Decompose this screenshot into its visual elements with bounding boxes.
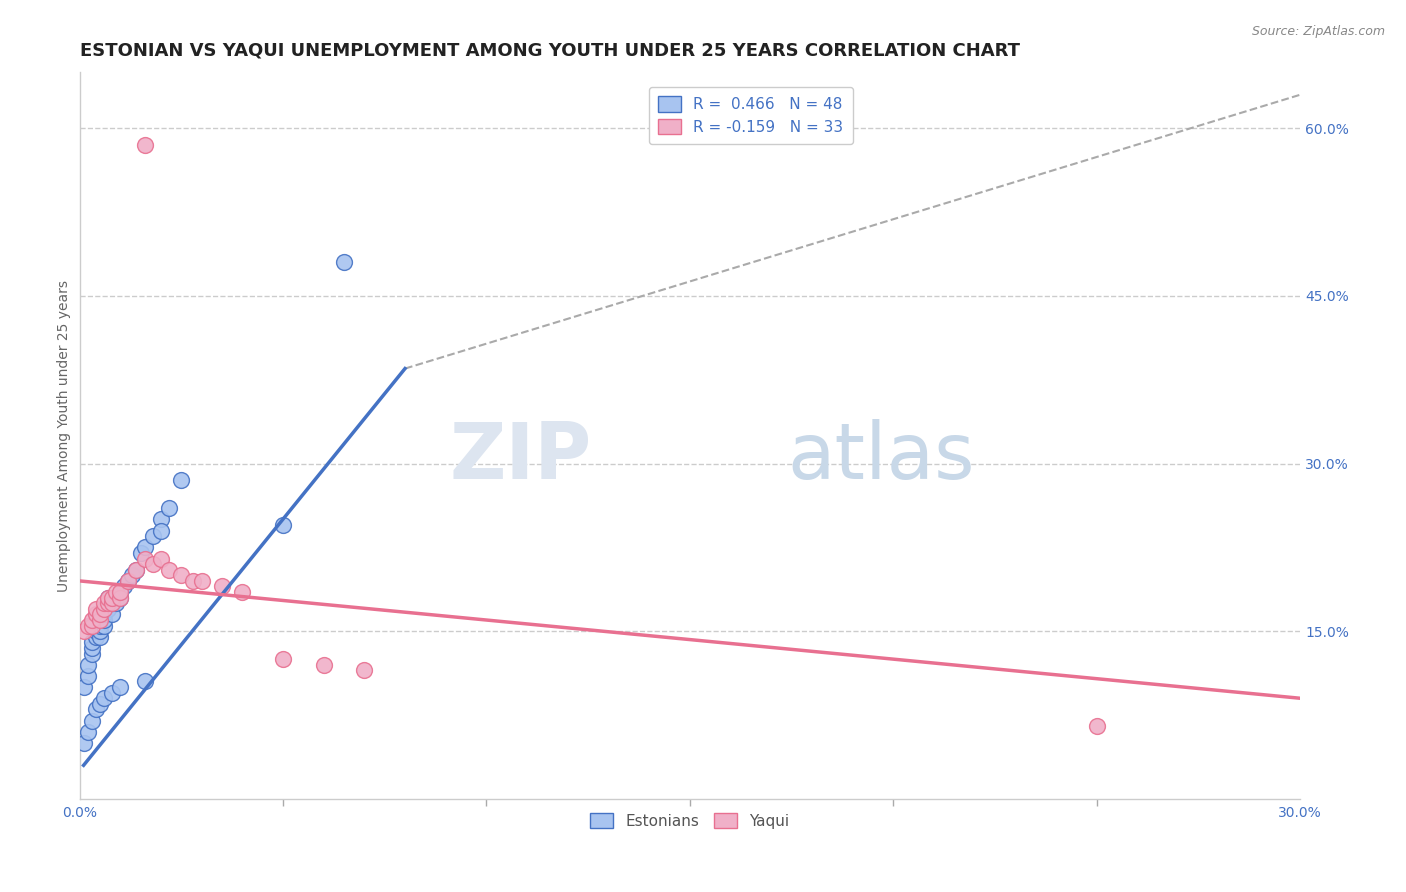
Point [72, 624, 94, 639]
Point [84, 624, 107, 639]
Point [93, 691, 115, 706]
Point [76, 724, 98, 739]
Point [93, 602, 115, 616]
Point [129, 546, 152, 560]
Point [93, 607, 115, 622]
Point [84, 607, 107, 622]
Point [312, 657, 335, 672]
Legend: Estonians, Yaqui: Estonians, Yaqui [583, 806, 796, 835]
Point [149, 524, 172, 538]
Point [97, 596, 120, 610]
Point [108, 585, 131, 599]
Point [108, 591, 131, 605]
Text: ESTONIAN VS YAQUI UNEMPLOYMENT AMONG YOUTH UNDER 25 YEARS CORRELATION CHART: ESTONIAN VS YAQUI UNEMPLOYMENT AMONG YOU… [80, 42, 1019, 60]
Point [84, 630, 107, 644]
Point [89, 613, 111, 627]
Point [84, 613, 107, 627]
Point [76, 669, 98, 683]
Point [89, 618, 111, 632]
Point [97, 602, 120, 616]
Point [117, 574, 139, 588]
Point [76, 657, 98, 672]
Point [108, 591, 131, 605]
Point [105, 596, 128, 610]
Point [93, 596, 115, 610]
Point [80, 635, 103, 649]
Point [134, 674, 156, 689]
Point [353, 663, 375, 677]
Text: Source: ZipAtlas.com: Source: ZipAtlas.com [1251, 25, 1385, 38]
Point [108, 680, 131, 694]
Point [271, 652, 294, 666]
Point [134, 541, 156, 555]
Point [170, 568, 193, 582]
Point [97, 596, 120, 610]
Point [190, 574, 212, 588]
Point [125, 563, 148, 577]
Point [149, 512, 172, 526]
Point [101, 686, 124, 700]
Text: ZIP: ZIP [450, 419, 592, 495]
Point [89, 624, 111, 639]
Point [93, 613, 115, 627]
Point [101, 591, 124, 605]
Point [80, 613, 103, 627]
Point [93, 618, 115, 632]
Point [84, 602, 107, 616]
Point [183, 574, 205, 588]
Point [112, 580, 135, 594]
Point [105, 585, 128, 599]
Point [80, 647, 103, 661]
Point [89, 613, 111, 627]
Point [80, 714, 103, 728]
Point [80, 618, 103, 632]
Point [105, 591, 128, 605]
Point [149, 551, 172, 566]
Point [97, 591, 120, 605]
Point [72, 680, 94, 694]
Point [101, 596, 124, 610]
Point [101, 607, 124, 622]
Point [84, 618, 107, 632]
Point [76, 618, 98, 632]
Point [134, 551, 156, 566]
Point [101, 596, 124, 610]
Point [97, 591, 120, 605]
Point [1085, 719, 1108, 733]
Point [157, 563, 180, 577]
Point [80, 640, 103, 655]
Point [89, 630, 111, 644]
Point [142, 529, 165, 543]
Point [117, 574, 139, 588]
Point [89, 697, 111, 711]
Point [108, 585, 131, 599]
Point [72, 736, 94, 750]
Point [231, 585, 253, 599]
Point [142, 557, 165, 571]
Point [121, 568, 143, 582]
Point [125, 563, 148, 577]
Point [89, 607, 111, 622]
Text: atlas: atlas [787, 419, 974, 495]
Point [157, 501, 180, 516]
Point [271, 518, 294, 533]
Point [170, 473, 193, 487]
Point [211, 580, 233, 594]
Point [134, 138, 156, 153]
Point [333, 255, 356, 269]
Y-axis label: Unemployment Among Youth under 25 years: Unemployment Among Youth under 25 years [58, 279, 72, 591]
Point [84, 702, 107, 716]
